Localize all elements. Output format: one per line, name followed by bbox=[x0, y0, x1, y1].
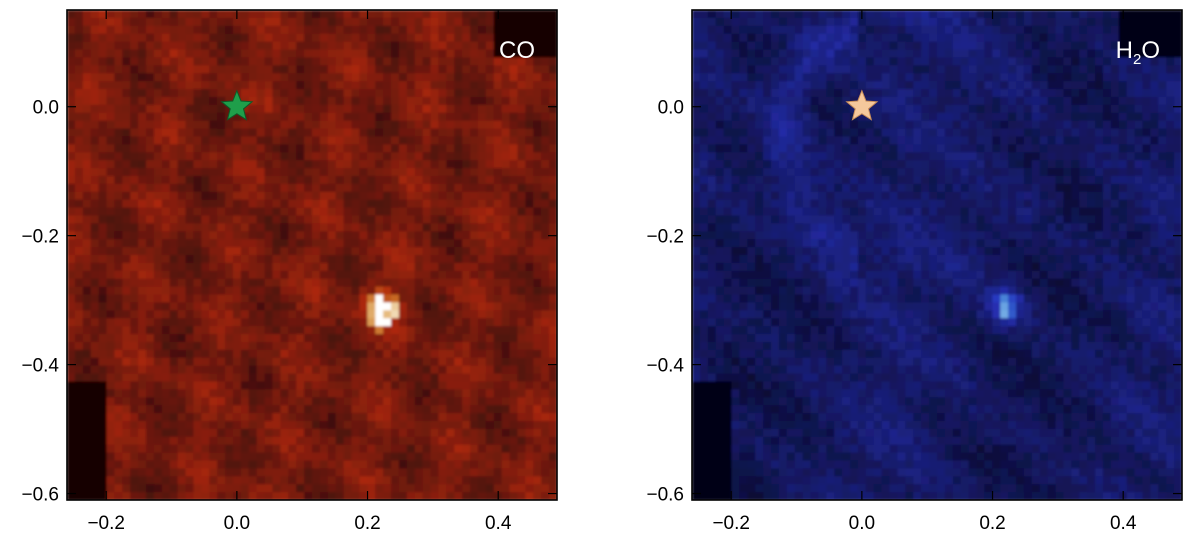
h2o-heatmap bbox=[692, 10, 1182, 500]
co-panel-label: CO bbox=[499, 37, 535, 64]
co-x-tick-label: 0.2 bbox=[354, 513, 380, 534]
h2o-x-tick-label: 0.2 bbox=[979, 513, 1005, 534]
co-y-tick-label: −0.4 bbox=[21, 356, 59, 377]
h2o-y-tick-label: −0.4 bbox=[646, 356, 684, 377]
h2o-overlay bbox=[845, 89, 879, 121]
co-panel: −0.2 0.0 0.2 0.4 0.0 −0.2 −0.4 −0.6 CO bbox=[21, 9, 558, 534]
h2o-y-tick-label: −0.6 bbox=[646, 485, 684, 506]
h2o-y-tick-label: 0.0 bbox=[658, 98, 684, 119]
h2o-plot-frame bbox=[691, 9, 1183, 501]
co-ticks bbox=[67, 10, 557, 500]
co-y-tick-label: −0.2 bbox=[21, 227, 59, 248]
h2o-label-part: O bbox=[1141, 37, 1160, 64]
h2o-x-tick-labels: −0.2 0.0 0.2 0.4 bbox=[712, 513, 1136, 534]
co-overlay bbox=[220, 89, 254, 121]
h2o-ticks bbox=[692, 10, 1182, 500]
co-y-tick-labels: 0.0 −0.2 −0.4 −0.6 bbox=[21, 98, 59, 506]
co-plot-frame bbox=[66, 9, 558, 501]
h2o-x-tick-label: 0.0 bbox=[849, 513, 875, 534]
co-star-icon bbox=[220, 89, 254, 121]
co-y-tick-label: 0.0 bbox=[33, 98, 59, 119]
co-y-tick-label: −0.6 bbox=[21, 485, 59, 506]
co-x-tick-label: 0.4 bbox=[485, 513, 512, 534]
h2o-panel-label: H2O bbox=[1116, 37, 1160, 68]
h2o-y-tick-labels: 0.0 −0.2 −0.4 −0.6 bbox=[646, 98, 684, 506]
h2o-star-icon bbox=[845, 89, 879, 121]
h2o-x-tick-label: 0.4 bbox=[1110, 513, 1137, 534]
co-x-tick-labels: −0.2 0.0 0.2 0.4 bbox=[87, 513, 511, 534]
co-x-tick-label: −0.2 bbox=[87, 513, 125, 534]
h2o-y-tick-label: −0.2 bbox=[646, 227, 684, 248]
co-x-tick-label: 0.0 bbox=[224, 513, 250, 534]
h2o-label-subscript: 2 bbox=[1133, 51, 1141, 68]
h2o-panel: −0.2 0.0 0.2 0.4 0.0 −0.2 −0.4 −0.6 H2O bbox=[646, 9, 1183, 534]
h2o-label-part: H bbox=[1116, 37, 1133, 64]
h2o-x-tick-label: −0.2 bbox=[712, 513, 750, 534]
co-heatmap bbox=[67, 10, 557, 500]
